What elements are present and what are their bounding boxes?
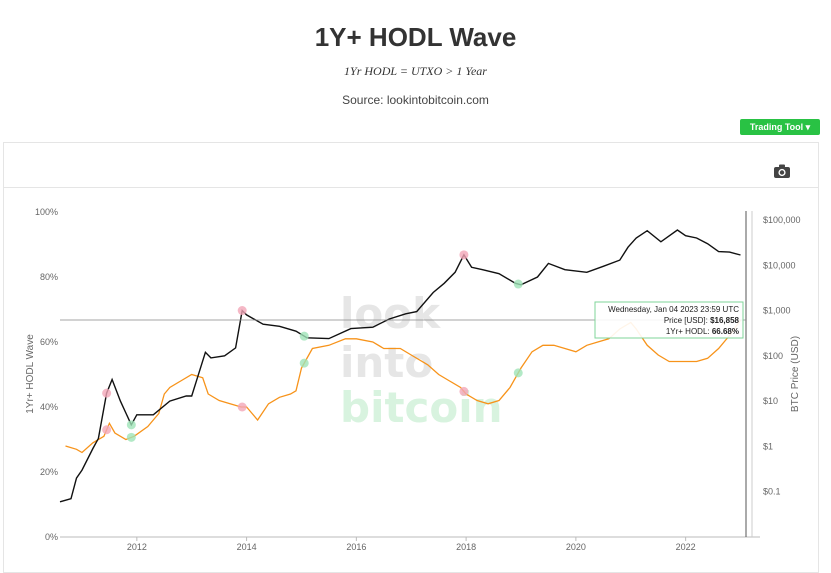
cycle-top-hodl-marker (102, 425, 112, 435)
cycle-top-price-marker (459, 250, 469, 260)
x-tick-label: 2020 (566, 542, 586, 552)
watermark-bitcoin: bitcoin (340, 383, 503, 432)
cycle-bottom-price-marker (126, 420, 136, 430)
cycle-top-hodl-marker (459, 386, 469, 396)
tooltip-price: Price [USD]: $16,858 (664, 316, 740, 325)
cycle-bottom-price-marker (513, 279, 523, 289)
left-tick-label: 0% (45, 532, 58, 542)
x-tick-label: 2014 (237, 542, 257, 552)
left-tick-label: 80% (40, 272, 58, 282)
left-tick-label: 60% (40, 337, 58, 347)
right-tick-label: $1 (763, 441, 773, 451)
right-tick-label: $1,000 (763, 306, 791, 316)
left-tick-label: 40% (40, 402, 58, 412)
tooltip: Wednesday, Jan 04 2023 23:59 UTC Price [… (594, 301, 744, 339)
watermark: look into bitcoin (340, 289, 503, 432)
camera-icon[interactable] (773, 163, 791, 179)
right-tick-label: $100,000 (763, 215, 801, 225)
cycle-top-price-marker (102, 388, 112, 398)
right-axis-title: BTC Price (USD) (790, 336, 801, 412)
x-axis-ticks: 2012 2014 2016 2018 2020 2022 (127, 537, 696, 552)
x-tick-label: 2012 (127, 542, 147, 552)
x-tick-label: 2018 (456, 542, 476, 552)
tooltip-hodl: 1Yr+ HODL: 66.68% (666, 327, 739, 336)
x-tick-label: 2016 (346, 542, 366, 552)
tooltip-date: Wednesday, Jan 04 2023 23:59 UTC (608, 305, 739, 314)
cycle-top-hodl-marker (237, 402, 247, 412)
panel-divider (3, 187, 819, 188)
page-title: 1Y+ HODL Wave (314, 22, 517, 52)
left-tick-label: 100% (35, 207, 58, 217)
watermark-into: into (340, 338, 433, 387)
left-axis-ticks: 0% 20% 40% 60% 80% 100% (35, 207, 58, 542)
page-subtitle: 1Yr HODL = UTXO > 1 Year (344, 64, 487, 78)
left-tick-label: 20% (40, 467, 58, 477)
cycle-bottom-price-marker (299, 331, 309, 341)
cycle-top-price-marker (237, 306, 247, 316)
watermark-look: look (340, 289, 441, 338)
tooltip-box (594, 301, 744, 339)
right-tick-label: $10 (763, 396, 778, 406)
tooltip-price-value: $16,858 (710, 316, 739, 325)
left-axis-title: 1Yr+ HODL Wave (25, 334, 36, 414)
x-tick-label: 2022 (676, 542, 696, 552)
cycle-bottom-hodl-marker (299, 358, 309, 368)
right-tick-label: $100 (763, 351, 783, 361)
tooltip-hodl-value: 66.68% (712, 327, 739, 336)
source-text: Source: lookintobitcoin.com (342, 93, 489, 107)
right-tick-label: $10,000 (763, 260, 796, 270)
cycle-bottom-hodl-marker (513, 368, 523, 378)
right-axis-ticks: $0.1 $1 $10 $100 $1,000 $10,000 $100,000 (763, 215, 801, 497)
cycle-markers (102, 250, 523, 442)
tooltip-price-label: Price [USD]: (664, 316, 708, 325)
trading-tool-button[interactable]: Trading Tool ▾ (740, 119, 820, 135)
right-tick-label: $0.1 (763, 487, 781, 497)
tooltip-hodl-label: 1Yr+ HODL: (666, 327, 710, 336)
cycle-bottom-hodl-marker (126, 432, 136, 442)
